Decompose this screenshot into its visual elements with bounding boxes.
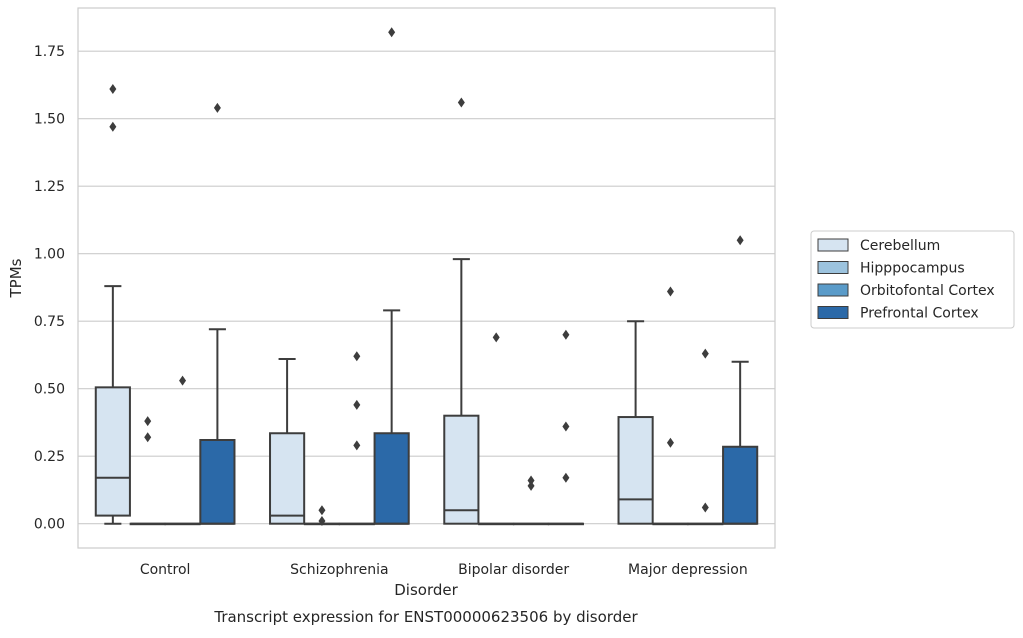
box-prefrontal-cortex [547, 329, 584, 526]
box-hipppocampus [303, 505, 341, 526]
box-hipppocampus [478, 332, 515, 526]
plot-frame [77, 7, 776, 549]
outlier-point [353, 351, 361, 362]
y-tick-label: 1.50 [34, 112, 65, 128]
outlier-point [109, 84, 117, 94]
box-body [269, 432, 306, 525]
outlier-point [144, 416, 152, 427]
outlier-point [527, 480, 535, 491]
y-tick-label: 0.75 [34, 314, 65, 330]
outlier-point [213, 102, 221, 113]
legend-frame [810, 230, 1015, 329]
outlier-point [457, 97, 465, 108]
legend-swatch [817, 261, 849, 274]
outlier-point [666, 437, 674, 448]
outlier-point [318, 516, 326, 526]
outlier-point [736, 235, 744, 246]
y-tick-label: 1.00 [34, 247, 65, 263]
legend-swatch [817, 283, 849, 297]
box-prefrontal-cortex [199, 102, 236, 525]
outlier-point [562, 472, 570, 483]
legend-label: Cerebellum [860, 238, 940, 254]
legend-swatch [817, 238, 849, 252]
box-cerebellum [443, 97, 480, 525]
box-orbitofontal-cortex [164, 375, 201, 526]
outlier-point [492, 332, 500, 343]
box-body [617, 416, 654, 525]
outlier-point [701, 502, 709, 513]
box-body [722, 445, 759, 525]
outlier-point [562, 421, 570, 432]
legend-label: Orbitofontal Cortex [860, 283, 995, 299]
x-tick-label: Control [140, 562, 191, 578]
y-axis-label: TPMs [7, 258, 25, 298]
box-prefrontal-cortex [722, 235, 759, 525]
box-orbitofontal-cortex [338, 351, 375, 526]
y-tick-label: 1.25 [34, 179, 65, 195]
boxes [94, 27, 759, 526]
chart-caption: Transcript expression for ENST0000062350… [213, 608, 638, 626]
legend-label: Prefrontal Cortex [860, 306, 979, 322]
plot-background [78, 8, 775, 548]
legend-swatch [817, 306, 849, 319]
x-tick-labels: Control Schizophrenia Bipolar disorder Majo… [140, 562, 748, 578]
box-body [443, 414, 480, 525]
outlier-point [701, 348, 709, 359]
legend: Cerebellum Hipppocampus Orbitofontal Corte… [810, 230, 1015, 329]
box-orbitofontal-cortex [687, 348, 724, 526]
box-prefrontal-cortex [373, 27, 410, 525]
box-orbitofontal-cortex [512, 475, 550, 526]
y-tick-label: 1.75 [34, 44, 65, 60]
y-tick-label: 0.25 [34, 449, 65, 465]
outlier-point [144, 432, 152, 443]
box-body [94, 386, 131, 517]
box-body [199, 439, 236, 525]
outlier-point [353, 440, 361, 451]
outlier-point [353, 399, 361, 410]
box-cerebellum [269, 358, 306, 525]
x-tick-label: Bipolar disorder [458, 562, 569, 578]
box-hipppocampus [652, 286, 689, 526]
outlier-point [562, 329, 570, 340]
outlier-point [179, 375, 187, 386]
outlier-point [318, 505, 326, 516]
outlier-point [388, 27, 396, 38]
x-tick-label: Major depression [628, 562, 748, 578]
box-body [373, 432, 410, 525]
x-tick-label: Schizophrenia [290, 562, 388, 578]
outlier-point [666, 286, 674, 297]
y-tick-label: 0.50 [34, 382, 65, 398]
outlier-point [527, 475, 535, 486]
y-tick-labels: 0.00 0.25 0.50 0.75 1.00 1.25 1.50 1.75 [34, 44, 65, 533]
box-cerebellum [617, 320, 654, 525]
legend-label: Hipppocampus [860, 261, 965, 277]
y-tick-label: 0.00 [34, 517, 65, 533]
grid-lines [78, 50, 775, 525]
x-axis-label: Disorder [394, 581, 458, 599]
box-cerebellum [94, 84, 131, 525]
outlier-point [109, 121, 117, 132]
